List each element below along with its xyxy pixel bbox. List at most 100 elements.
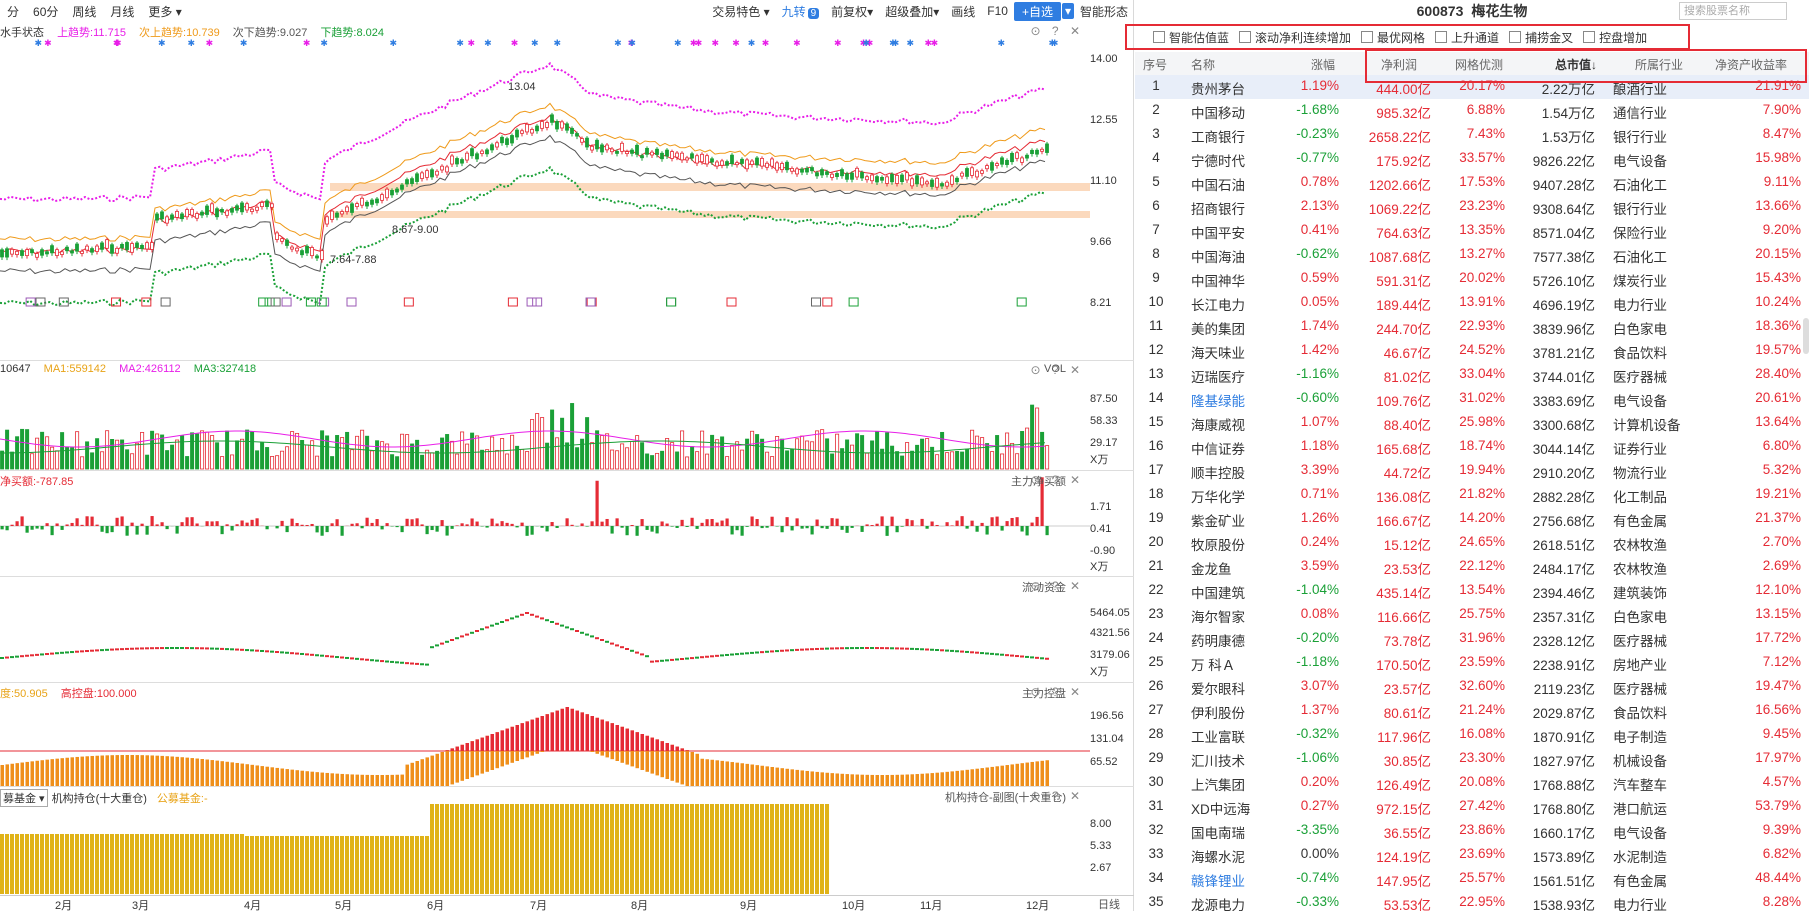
fund-type-select[interactable]: 募基金 ▾: [0, 789, 48, 807]
cell-name[interactable]: 顺丰控股: [1191, 466, 1245, 481]
table-row[interactable]: 3 工商银行 -0.23% 2658.22亿 7.43% 1.53万亿 银行行业 8.47%: [1135, 123, 1809, 147]
day-line-button[interactable]: 日线: [1098, 899, 1120, 911]
pane-controls[interactable]: ⊙ ? ✕: [1030, 789, 1084, 803]
control-pane-name[interactable]: 主力控盘: [1022, 688, 1066, 700]
cell-name[interactable]: 中国神华: [1191, 274, 1245, 289]
col-index[interactable]: 序号: [1143, 58, 1168, 72]
cell-name[interactable]: 上汽集团: [1191, 778, 1245, 793]
cell-name[interactable]: 汇川技术: [1191, 754, 1245, 769]
table-row[interactable]: 19 紫金矿业 1.26% 166.67亿 14.20% 2756.68亿 有色金属 21.3…: [1135, 507, 1809, 531]
table-row[interactable]: 31 XD中远海 0.27% 972.15亿 27.42% 1768.80亿 港口航运 53.…: [1135, 795, 1809, 819]
col-net-profit[interactable]: 净利润: [1381, 58, 1418, 72]
col-name[interactable]: 名称: [1191, 58, 1216, 72]
cell-name[interactable]: 隆基绿能: [1191, 394, 1245, 409]
cell-name[interactable]: 贵州茅台: [1191, 82, 1245, 97]
table-row[interactable]: 24 药明康德 -0.20% 73.78亿 31.96% 2328.12亿 医疗器械 17.7…: [1135, 627, 1809, 651]
cell-name[interactable]: 金龙鱼: [1191, 562, 1232, 577]
stock-search-input[interactable]: 搜索股票名称: [1679, 2, 1787, 20]
pane-controls[interactable]: ⊙ ? ✕: [1030, 24, 1084, 38]
period-60min[interactable]: 60分: [33, 4, 59, 19]
table-row[interactable]: 33 海螺水泥 0.00% 124.19亿 23.69% 1573.89亿 水泥制造 6.82…: [1135, 843, 1809, 867]
table-row[interactable]: 30 上汽集团 0.20% 126.49亿 20.08% 1768.88亿 汽车整车 4.57…: [1135, 771, 1809, 795]
cell-name[interactable]: 长江电力: [1191, 298, 1245, 313]
cell-name[interactable]: 牧原股份: [1191, 538, 1245, 553]
net-buy-pane-name[interactable]: 主力净买额: [1011, 476, 1066, 488]
table-row[interactable]: 17 顺丰控股 3.39% 44.72亿 19.94% 2910.20亿 物流行业 5.32%: [1135, 459, 1809, 483]
pane-controls[interactable]: ⊙ ? ✕: [1030, 363, 1084, 377]
table-row[interactable]: 29 汇川技术 -1.06% 30.85亿 23.30% 1827.97亿 机械设备 17.9…: [1135, 747, 1809, 771]
filter-control-increase[interactable]: 控盘增加: [1583, 29, 1647, 46]
col-industry[interactable]: 所属行业: [1635, 58, 1684, 72]
table-row[interactable]: 16 中信证券 1.18% 165.68亿 18.74% 3044.14亿 证券行业 6.80…: [1135, 435, 1809, 459]
table-row[interactable]: 10 长江电力 0.05% 189.44亿 13.91% 4696.19亿 电力行业 10.2…: [1135, 291, 1809, 315]
table-row[interactable]: 28 工业富联 -0.32% 117.96亿 16.08% 1870.91亿 电子制造 9.4…: [1135, 723, 1809, 747]
table-row[interactable]: 22 中国建筑 -1.04% 435.14亿 13.54% 2394.46亿 建筑装饰 12.…: [1135, 579, 1809, 603]
cell-name[interactable]: 海天味业: [1191, 346, 1245, 361]
filter-golden-cross[interactable]: 捕捞金叉: [1509, 29, 1573, 46]
table-row[interactable]: 11 美的集团 1.74% 244.70亿 22.93% 3839.96亿 白色家电 18.3…: [1135, 315, 1809, 339]
col-change[interactable]: 涨幅: [1311, 58, 1336, 72]
table-row[interactable]: 21 金龙鱼 3.59% 23.53亿 22.12% 2484.17亿 农林牧渔 2.69%: [1135, 555, 1809, 579]
cell-name[interactable]: 中国海油: [1191, 250, 1245, 265]
volume-chart[interactable]: [0, 361, 1090, 471]
pane-controls[interactable]: ⊙ ? ✕: [1030, 473, 1084, 487]
cell-name[interactable]: 招商银行: [1191, 202, 1245, 217]
table-row[interactable]: 13 迈瑞医疗 -1.16% 81.02亿 33.04% 3744.01亿 医疗器械 28.4…: [1135, 363, 1809, 387]
liquid-fund-pane-name[interactable]: 流动资金: [1022, 582, 1066, 594]
f10-button[interactable]: F10: [987, 4, 1008, 18]
cell-name[interactable]: 海康威视: [1191, 418, 1245, 433]
cell-name[interactable]: XD中远海: [1191, 802, 1251, 817]
cell-name[interactable]: 海螺水泥: [1191, 850, 1245, 865]
watchlist-dropdown[interactable]: ▾: [1061, 3, 1074, 19]
table-row[interactable]: 25 万 科Ａ -1.18% 170.50亿 23.59% 2238.91亿 房地产业 7.1…: [1135, 651, 1809, 675]
overlay-menu[interactable]: 超级叠加▾: [885, 4, 940, 19]
table-row[interactable]: 14 隆基绿能 -0.60% 109.76亿 31.02% 3383.69亿 电气设备 20.…: [1135, 387, 1809, 411]
col-roe[interactable]: 净资产收益率: [1715, 58, 1788, 72]
control-chart[interactable]: [0, 683, 1090, 787]
fund-holdings-chart[interactable]: [0, 787, 1090, 896]
col-market-cap[interactable]: 总市值↓: [1555, 58, 1598, 72]
table-row[interactable]: 12 海天味业 1.42% 46.67亿 24.52% 3781.21亿 食品饮料 19.57…: [1135, 339, 1809, 363]
cell-name[interactable]: 中国建筑: [1191, 586, 1245, 601]
cell-name[interactable]: 工商银行: [1191, 130, 1245, 145]
cell-name[interactable]: 万华化学: [1191, 490, 1245, 505]
table-row[interactable]: 27 伊利股份 1.37% 80.61亿 21.24% 2029.87亿 食品饮料 16.56…: [1135, 699, 1809, 723]
table-row[interactable]: 32 国电南瑞 -3.35% 36.55亿 23.86% 1660.17亿 电气设备 9.39…: [1135, 819, 1809, 843]
volume-pane-name[interactable]: VOL: [1043, 363, 1066, 375]
nine-turn-toggle[interactable]: 九转 9: [776, 3, 826, 20]
cell-name[interactable]: 中国移动: [1191, 106, 1245, 121]
smart-pattern-button[interactable]: 智能形态: [1079, 4, 1128, 19]
table-row[interactable]: 5 中国石油 0.78% 1202.66亿 17.53% 9407.28亿 石油化工 9.11…: [1135, 171, 1809, 195]
table-row[interactable]: 8 中国海油 -0.62% 1087.68亿 13.27% 7577.38亿 石油化工 20.…: [1135, 243, 1809, 267]
cell-name[interactable]: 万 科Ａ: [1191, 658, 1236, 673]
liquid-fund-chart[interactable]: [0, 577, 1090, 683]
scrollbar-handle[interactable]: [1803, 318, 1809, 354]
more-menu[interactable]: 更多 ▾: [148, 4, 182, 19]
table-row[interactable]: 4 宁德时代 -0.77% 175.92亿 33.57% 9826.22亿 电气设备 15.9…: [1135, 147, 1809, 171]
table-row[interactable]: 34 赣锋锂业 -0.74% 147.95亿 25.57% 1561.51亿 有色金属 48.…: [1135, 867, 1809, 891]
cell-name[interactable]: 赣锋锂业: [1191, 874, 1245, 889]
cell-name[interactable]: 海尔智家: [1191, 610, 1245, 625]
fund-pane-name[interactable]: 机构持仓-副图(十大重仓): [945, 792, 1066, 804]
period-week[interactable]: 周线: [72, 4, 97, 19]
pane-controls[interactable]: ⊙ ? ✕: [1030, 579, 1084, 593]
table-row[interactable]: 9 中国神华 0.59% 591.31亿 20.02% 5726.10亿 煤炭行业 15.43…: [1135, 267, 1809, 291]
table-row[interactable]: 7 中国平安 0.41% 764.63亿 13.35% 8571.04亿 保险行业 9.20%: [1135, 219, 1809, 243]
cell-name[interactable]: 工业富联: [1191, 730, 1245, 745]
cell-name[interactable]: 国电南瑞: [1191, 826, 1245, 841]
table-row[interactable]: 20 牧原股份 0.24% 15.12亿 24.65% 2618.51亿 农林牧渔 2.70%: [1135, 531, 1809, 555]
trade-features-menu[interactable]: 交易特色 ▾: [712, 4, 770, 19]
period-minute[interactable]: 分: [7, 4, 20, 19]
net-buy-chart[interactable]: [0, 471, 1090, 577]
table-row[interactable]: 26 爱尔眼科 3.07% 23.57亿 32.60% 2119.23亿 医疗器械 19.47…: [1135, 675, 1809, 699]
table-row[interactable]: 18 万华化学 0.71% 136.08亿 21.82% 2882.28亿 化工制品 19.2…: [1135, 483, 1809, 507]
cell-name[interactable]: 中信证券: [1191, 442, 1245, 457]
cell-name[interactable]: 爱尔眼科: [1191, 682, 1245, 697]
pane-controls[interactable]: ⊙ ? ✕: [1030, 685, 1084, 699]
add-watchlist-button[interactable]: +自选: [1013, 1, 1061, 21]
cell-name[interactable]: 中国平安: [1191, 226, 1245, 241]
cell-name[interactable]: 紫金矿业: [1191, 514, 1245, 529]
price-adjust-menu[interactable]: 前复权▾: [831, 4, 874, 19]
cell-name[interactable]: 美的集团: [1191, 322, 1245, 337]
cell-name[interactable]: 伊利股份: [1191, 706, 1245, 721]
